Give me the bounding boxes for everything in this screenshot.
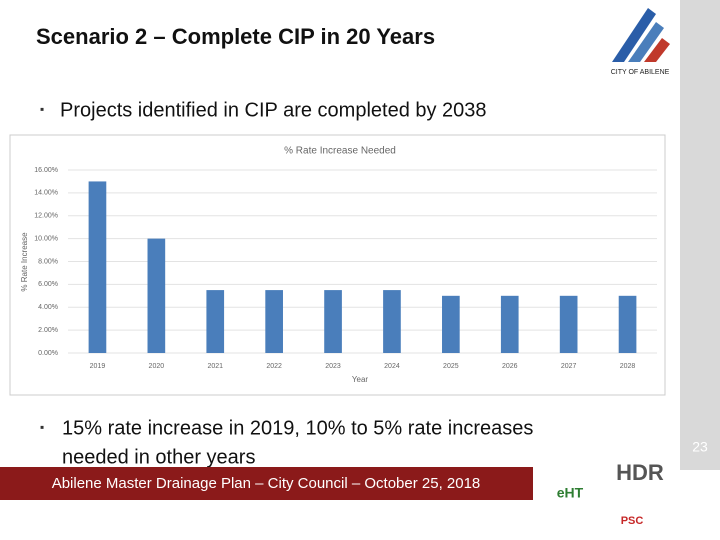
y-tick-label: 4.00% <box>38 304 58 311</box>
city-logo: CITY OF ABILENE <box>611 8 670 76</box>
logo-shape <box>644 38 670 62</box>
bar <box>265 290 283 353</box>
bullet-marker: ▪ <box>40 102 44 116</box>
x-tick-label: 2021 <box>207 363 223 370</box>
chart-title: % Rate Increase Needed <box>284 146 396 157</box>
side-bar <box>680 0 720 470</box>
bar <box>206 290 225 353</box>
x-tick-label: 2026 <box>502 363 518 370</box>
partner-logo: HDR <box>616 460 664 485</box>
page-number: 23 <box>692 439 708 455</box>
x-tick-label: 2027 <box>561 363 577 370</box>
logo-shape <box>612 8 656 62</box>
x-tick-label: 2019 <box>90 363 106 370</box>
y-tick-label: 10.00% <box>34 235 58 242</box>
y-tick-label: 0.00% <box>38 350 58 357</box>
bar <box>88 181 107 353</box>
footer-bar <box>0 467 533 500</box>
bar <box>500 295 519 353</box>
partner-logo: eHT <box>557 485 584 501</box>
y-tick-label: 2.00% <box>38 327 58 334</box>
footer-text: Abilene Master Drainage Plan – City Coun… <box>52 475 481 492</box>
bar <box>618 295 637 353</box>
x-tick-label: 2028 <box>620 363 636 370</box>
bullet-text: 15% rate increase in 2019, 10% to 5% rat… <box>62 417 533 439</box>
partner-logo: PSC <box>621 515 644 527</box>
bullet-text: needed in other years <box>62 446 255 468</box>
x-tick-label: 2025 <box>443 363 459 370</box>
y-tick-label: 12.00% <box>34 213 58 220</box>
y-tick-label: 14.00% <box>34 190 58 197</box>
y-tick-label: 16.00% <box>34 167 58 174</box>
logo-text: CITY OF ABILENE <box>611 69 670 76</box>
y-axis-title: % Rate Increase <box>20 232 29 292</box>
logo-shape <box>628 22 664 62</box>
x-axis-title: Year <box>352 375 369 384</box>
chart-frame <box>9 134 666 396</box>
bar <box>383 290 401 353</box>
bar <box>559 295 578 353</box>
x-tick-label: 2024 <box>384 363 400 370</box>
bar <box>147 238 166 353</box>
bullet-marker: ▪ <box>40 420 44 434</box>
x-tick-label: 2022 <box>266 363 282 370</box>
slide-title: Scenario 2 – Complete CIP in 20 Years <box>36 24 435 49</box>
bullet-text: Projects identified in CIP are completed… <box>60 99 487 121</box>
y-tick-label: 8.00% <box>38 258 58 265</box>
x-tick-label: 2023 <box>325 363 341 370</box>
y-tick-label: 6.00% <box>38 281 58 288</box>
bar <box>442 295 460 353</box>
x-tick-label: 2020 <box>149 363 165 370</box>
bar <box>324 290 342 353</box>
